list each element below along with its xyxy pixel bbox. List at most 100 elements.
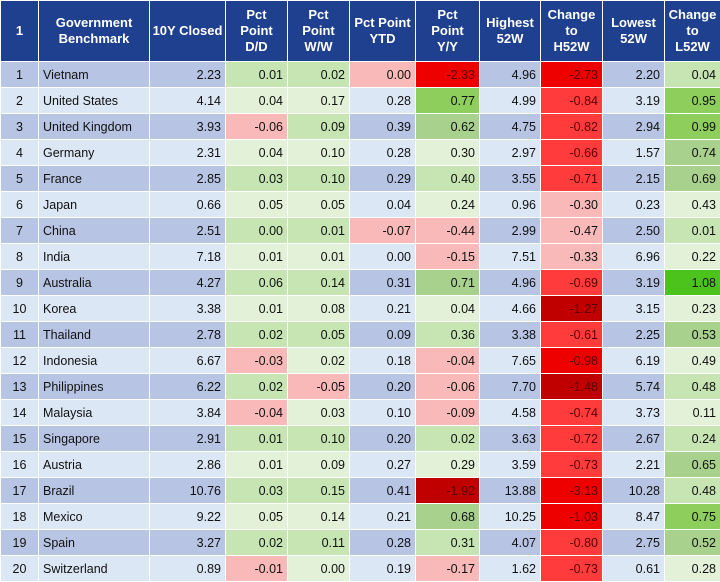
change-to-l52w-cell: 0.22 (665, 244, 720, 270)
pct-point-ytd: 0.28 (387, 536, 411, 550)
country-name: Mexico (43, 510, 83, 524)
change-to-h52w: -0.82 (570, 120, 599, 134)
pct-point-dd: 0.01 (259, 250, 283, 264)
pct-point-ytd-cell: 0.41 (350, 478, 416, 504)
lowest-52w: 8.47 (636, 510, 660, 524)
row-index-cell: 4 (1, 140, 39, 166)
pct-point-ww-cell: -0.05 (288, 374, 350, 400)
pct-point-yy-cell: 0.31 (416, 530, 480, 556)
closed-10y: 6.67 (197, 354, 221, 368)
closed-10y: 4.27 (197, 276, 221, 290)
pct-point-ww: 0.02 (321, 354, 345, 368)
highest-52w: 4.96 (512, 276, 536, 290)
change-to-l52w-cell: 1.08 (665, 270, 720, 296)
change-to-l52w: 0.01 (692, 224, 716, 238)
pct-point-ytd: 0.00 (387, 250, 411, 264)
lowest-52w: 1.57 (636, 146, 660, 160)
lowest-52w: 10.28 (629, 484, 660, 498)
pct-point-ww: 0.14 (321, 510, 345, 524)
pct-point-dd: 0.01 (259, 302, 283, 316)
pct-point-ww-cell: 0.14 (288, 270, 350, 296)
change-to-h52w: -2.73 (570, 68, 599, 82)
closed-10y-cell: 0.66 (150, 192, 226, 218)
highest-52w: 4.75 (512, 120, 536, 134)
pct-point-ytd-cell: 0.28 (350, 140, 416, 166)
closed-10y: 2.86 (197, 458, 221, 472)
change-to-h52w: -1.03 (570, 510, 599, 524)
pct-point-ytd: 0.29 (387, 172, 411, 186)
pct-point-ww: 0.15 (321, 484, 345, 498)
pct-point-yy-cell: -2.33 (416, 62, 480, 88)
pct-point-dd: 0.04 (259, 146, 283, 160)
change-to-h52w-cell: -2.73 (541, 62, 603, 88)
closed-10y: 3.93 (197, 120, 221, 134)
pct-point-ww-cell: 0.09 (288, 114, 350, 140)
country-name-cell: United States (39, 88, 150, 114)
change-to-l52w-cell: 0.11 (665, 400, 720, 426)
pct-point-yy: 0.30 (451, 146, 475, 160)
pct-point-ww-cell: 0.08 (288, 296, 350, 322)
change-to-l52w-cell: 0.52 (665, 530, 720, 556)
pct-point-ww: 0.00 (321, 562, 345, 576)
closed-10y: 4.14 (197, 94, 221, 108)
change-to-h52w: -0.80 (570, 536, 599, 550)
closed-10y: 2.31 (197, 146, 221, 160)
country-name-cell: Vietnam (39, 62, 150, 88)
pct-point-ytd: 0.00 (387, 68, 411, 82)
row-index-cell: 9 (1, 270, 39, 296)
pct-point-dd: 0.03 (259, 172, 283, 186)
highest-52w: 2.97 (512, 146, 536, 160)
pct-point-ww: 0.10 (321, 172, 345, 186)
change-to-l52w-cell: 0.43 (665, 192, 720, 218)
pct-point-ww-cell: 0.03 (288, 400, 350, 426)
change-to-l52w: 0.75 (692, 510, 716, 524)
pct-point-dd: -0.04 (255, 406, 284, 420)
lowest-52w: 2.15 (636, 172, 660, 186)
highest-52w: 4.96 (512, 68, 536, 82)
lowest-52w-cell: 2.20 (603, 62, 665, 88)
row-index: 17 (13, 484, 27, 498)
pct-point-yy-cell: 0.29 (416, 452, 480, 478)
pct-point-ytd: 0.09 (387, 328, 411, 342)
pct-point-ytd-cell: 0.18 (350, 348, 416, 374)
lowest-52w-cell: 6.19 (603, 348, 665, 374)
change-to-l52w: 0.48 (692, 484, 716, 498)
closed-10y: 10.76 (190, 484, 221, 498)
pct-point-ytd-cell: 0.28 (350, 88, 416, 114)
lowest-52w-cell: 3.73 (603, 400, 665, 426)
pct-point-yy: 0.24 (451, 198, 475, 212)
pct-point-dd: -0.01 (255, 562, 284, 576)
pct-point-ytd-cell: 0.31 (350, 270, 416, 296)
change-to-l52w: 0.28 (692, 562, 716, 576)
change-to-l52w-cell: 0.75 (665, 504, 720, 530)
pct-point-dd: 0.02 (259, 380, 283, 394)
pct-point-ww-cell: 0.05 (288, 322, 350, 348)
pct-point-yy-cell: 0.30 (416, 140, 480, 166)
country-name: Korea (43, 302, 76, 316)
row-index-cell: 18 (1, 504, 39, 530)
pct-point-ytd: 0.20 (387, 380, 411, 394)
pct-point-dd: 0.06 (259, 276, 283, 290)
pct-point-ww-cell: 0.10 (288, 140, 350, 166)
highest-52w: 4.99 (512, 94, 536, 108)
country-name-cell: Spain (39, 530, 150, 556)
row-index-cell: 11 (1, 322, 39, 348)
closed-10y: 0.89 (197, 562, 221, 576)
row-index-cell: 20 (1, 556, 39, 582)
pct-point-ww-cell: 0.00 (288, 556, 350, 582)
change-to-h52w-cell: -3.13 (541, 478, 603, 504)
pct-point-ww: 0.17 (321, 94, 345, 108)
change-to-h52w: -0.98 (570, 354, 599, 368)
pct-point-ytd: 0.39 (387, 120, 411, 134)
pct-point-ww-cell: 0.01 (288, 218, 350, 244)
